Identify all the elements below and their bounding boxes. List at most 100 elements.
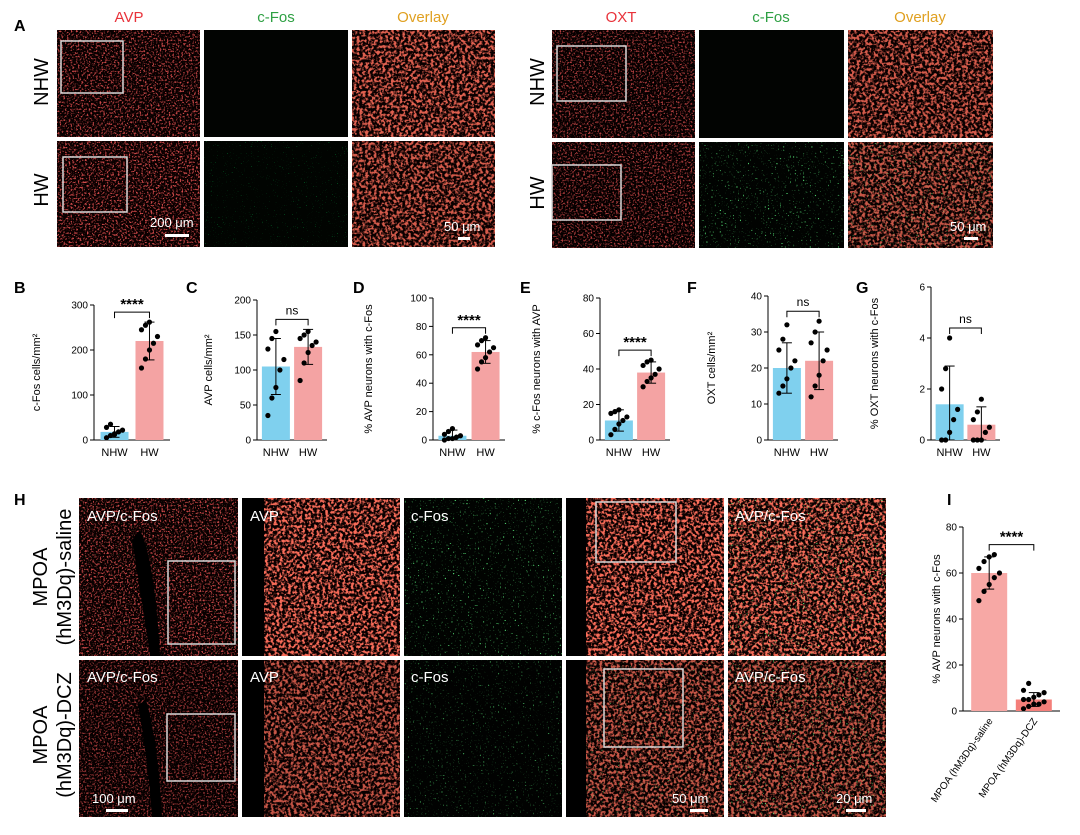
y-tick-label: 10 xyxy=(751,400,763,411)
data-point xyxy=(986,581,992,588)
y-tick-label: 50 xyxy=(240,401,252,412)
data-point xyxy=(780,383,786,389)
y-tick-label: 0 xyxy=(951,707,957,718)
data-point xyxy=(482,335,489,341)
data-point xyxy=(784,376,790,382)
y-tick-label: 2 xyxy=(919,385,925,396)
data-point xyxy=(974,437,980,443)
panel-letter-d: D xyxy=(353,280,365,297)
y-tick-label: 20 xyxy=(751,364,763,375)
data-point xyxy=(970,437,976,443)
data-point xyxy=(808,340,814,346)
data-point xyxy=(644,359,650,365)
data-point xyxy=(1041,690,1047,696)
x-tick-label: HW xyxy=(299,447,318,459)
y-tick-label: 0 xyxy=(82,436,88,447)
y-tick-label: 200 xyxy=(234,296,251,307)
tile-label: c-Fos xyxy=(411,508,449,525)
data-point xyxy=(974,409,980,415)
micrograph-cfos-nhw-right xyxy=(699,30,844,138)
data-point xyxy=(154,333,161,340)
data-point xyxy=(991,552,997,558)
data-point xyxy=(107,421,114,427)
panel-letter-g: G xyxy=(856,280,868,297)
significance-label: ns xyxy=(286,303,299,317)
y-tick-label: 40 xyxy=(751,292,763,303)
y-axis-label: % c-Fos neurons with AVP xyxy=(531,304,543,433)
data-point xyxy=(457,433,464,439)
data-point xyxy=(1020,696,1027,703)
data-point xyxy=(612,426,618,432)
data-point xyxy=(976,598,982,604)
panel-letter-h: H xyxy=(14,492,26,509)
y-tick-label: 60 xyxy=(583,329,595,340)
data-point xyxy=(453,434,460,440)
micrograph-grid-mpoa: AVP/c-Fos AVP c-Fos AVP/c-Fos AVP/c-Fos … xyxy=(79,498,886,817)
y-tick-label: 40 xyxy=(583,365,595,376)
data-point xyxy=(652,371,658,377)
chart-panel-d: D 0 20 40 60 80 100 % AVP neurons with c-Fos NHW… xyxy=(353,280,505,459)
panel-letter-e: E xyxy=(520,280,531,297)
row-label-saline-line2: (hM3Dq)-saline xyxy=(54,509,76,646)
data-point xyxy=(265,412,271,419)
col-header-overlay: Overlay xyxy=(397,9,449,26)
x-tick-label: NHW xyxy=(263,447,290,459)
data-point xyxy=(620,417,626,424)
data-point xyxy=(297,377,303,384)
inset-box xyxy=(62,156,128,213)
data-point xyxy=(445,435,452,442)
data-point xyxy=(281,356,287,363)
data-point xyxy=(297,335,303,342)
col-header-cfos: c-Fos xyxy=(257,9,295,26)
data-point xyxy=(265,346,271,352)
data-point xyxy=(978,437,984,443)
data-point xyxy=(792,358,798,364)
y-tick-label: 80 xyxy=(946,523,958,534)
y-tick-label: 20 xyxy=(416,407,428,418)
data-point xyxy=(107,432,114,439)
data-point xyxy=(616,421,622,427)
data-point xyxy=(309,342,315,349)
y-axis-label: % AVP neurons with c-Fos xyxy=(363,304,375,434)
panel-letter-c: C xyxy=(186,280,198,297)
inset-box xyxy=(603,668,684,748)
chart-panel-f: F 0 10 20 30 40 OXT cells/mm² NHW HW ns xyxy=(687,280,838,459)
y-tick-label: 300 xyxy=(71,301,88,312)
data-point xyxy=(816,318,822,324)
data-point xyxy=(273,384,279,391)
data-point xyxy=(474,366,481,372)
data-point xyxy=(1041,699,1047,705)
data-point xyxy=(150,340,157,346)
data-point xyxy=(648,357,654,363)
data-point xyxy=(305,328,311,335)
data-point xyxy=(449,435,456,442)
data-point xyxy=(939,437,945,443)
tile-label: AVP/c-Fos xyxy=(735,508,806,525)
data-point xyxy=(776,390,782,396)
y-axis-label: % OXT neurons with c-Fos xyxy=(869,297,881,429)
data-point xyxy=(301,332,307,338)
data-point xyxy=(788,365,794,371)
data-point xyxy=(474,342,481,348)
data-point xyxy=(301,360,307,366)
data-point xyxy=(780,336,786,342)
significance-bracket xyxy=(786,310,820,318)
data-point xyxy=(142,356,149,362)
data-point xyxy=(812,383,818,389)
significance-bracket xyxy=(618,349,652,357)
data-point xyxy=(115,429,122,435)
data-point xyxy=(640,362,646,369)
data-point xyxy=(269,335,275,342)
bar-group2 xyxy=(471,351,500,440)
y-tick-label: 40 xyxy=(416,379,428,390)
data-point xyxy=(996,570,1003,576)
data-point xyxy=(103,435,110,441)
data-point xyxy=(305,349,311,356)
row-label-dcz-line2: (hM3Dq)-DCZ xyxy=(54,672,76,798)
tile-label: AVP/c-Fos xyxy=(87,669,158,686)
x-tick-label: HW xyxy=(476,447,495,459)
data-point xyxy=(277,367,283,373)
significance-label: **** xyxy=(1000,529,1024,546)
data-point xyxy=(486,349,493,355)
data-point xyxy=(981,588,987,595)
